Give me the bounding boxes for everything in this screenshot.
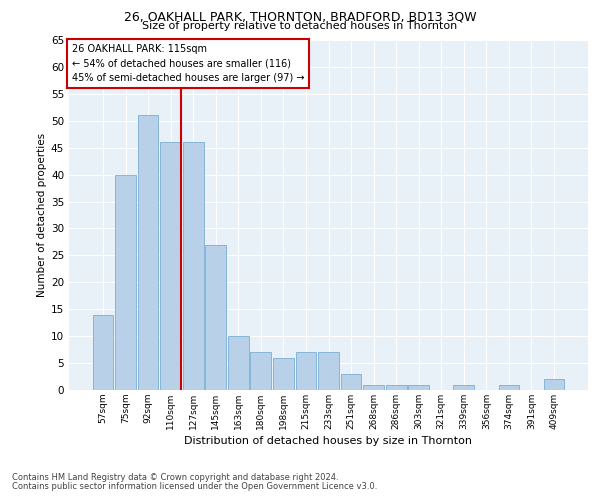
Bar [386,384,407,390]
Text: 26, OAKHALL PARK, THORNTON, BRADFORD, BD13 3QW: 26, OAKHALL PARK, THORNTON, BRADFORD, BD… [124,11,476,24]
Bar [363,384,384,390]
Bar [228,336,248,390]
Bar [296,352,316,390]
Text: 26 OAKHALL PARK: 115sqm
← 54% of detached houses are smaller (116)
45% of semi-d: 26 OAKHALL PARK: 115sqm ← 54% of detache… [71,44,304,83]
Bar [250,352,271,390]
Bar [160,142,181,390]
Bar [137,116,158,390]
Bar [341,374,361,390]
Text: Contains public sector information licensed under the Open Government Licence v3: Contains public sector information licen… [12,482,377,491]
Bar [183,142,203,390]
X-axis label: Distribution of detached houses by size in Thornton: Distribution of detached houses by size … [185,436,473,446]
Bar [544,379,565,390]
Bar [115,174,136,390]
Bar [499,384,520,390]
Bar [454,384,474,390]
Bar [318,352,339,390]
Text: Contains HM Land Registry data © Crown copyright and database right 2024.: Contains HM Land Registry data © Crown c… [12,472,338,482]
Y-axis label: Number of detached properties: Number of detached properties [37,133,47,297]
Text: Size of property relative to detached houses in Thornton: Size of property relative to detached ho… [142,21,458,31]
Bar [205,244,226,390]
Bar [409,384,429,390]
Bar [92,314,113,390]
Bar [273,358,294,390]
